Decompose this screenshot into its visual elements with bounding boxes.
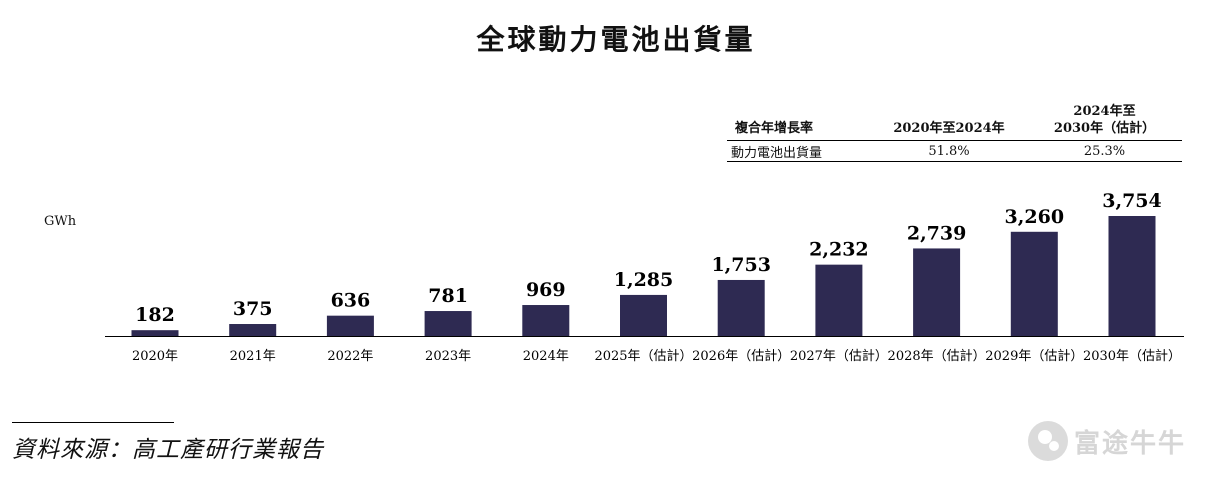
x-tick-label: 2023年 [425,349,471,364]
bar-2027年（估計） [815,264,863,336]
bar-value-label: 781 [428,285,468,307]
chart-title: 全球動力電池出貨量 [476,23,756,56]
bar-2020年 [131,330,179,336]
x-tick-label: 2028年（估計） [888,348,986,364]
watermark-text: 富途牛牛 [1074,428,1187,459]
cagr-value-2: 25.3% [1027,140,1182,162]
bar-2024年 [522,305,570,336]
cagr-header-label: 複合年增長率 [727,94,871,141]
cagr-header-period-1: 2020年至2024年 [871,94,1027,141]
x-tick-label: 2020年 [132,349,178,364]
bar-value-label: 1,285 [614,269,674,291]
bar-2025年（估計） [620,294,667,336]
x-tick-label: 2022年 [327,349,373,364]
bar-2021年 [229,324,277,336]
bar-value-label: 2,232 [809,239,869,261]
cagr-value-1: 51.8% [871,140,1027,162]
x-tick-label: 2021年 [230,349,276,364]
bar-2029年（估計） [1010,231,1058,336]
bar-2028年（估計） [913,248,961,336]
bar-2030年（估計） [1108,216,1156,336]
y-axis-unit-label: GWh [44,214,77,229]
bar-2022年 [326,315,374,336]
cagr-header-period-2: 2024年至 2030年（估計） [1027,94,1182,141]
x-tick-label: 2030年（估計） [1083,348,1181,364]
bar-value-label: 1,753 [711,254,771,276]
bar-chart: 182 2020年 375 2021年 636 2022年 781 2023年 969 2024年… [105,190,1184,364]
x-tick-label: 2025年（估計） [594,348,692,364]
x-tick-label: 2024年 [523,349,569,364]
cagr-data-row: 動力電池出貨量 51.8% 25.3% [727,140,1182,162]
bar-value-label: 3,260 [1005,206,1065,228]
bar-value-label: 636 [331,290,371,312]
futu-watermark: 富途牛牛 [1028,421,1186,461]
source-note: 資料來源：高工產研行業報告 [12,437,324,463]
bar-value-label: 2,739 [907,222,967,244]
bar-value-label: 3,754 [1102,190,1162,212]
source-divider [12,422,174,423]
bar-value-label: 969 [526,279,566,301]
bar-value-label: 182 [135,304,175,326]
bar-2026年（估計） [717,279,765,336]
cagr-row-label: 動力電池出貨量 [727,140,871,162]
futu-logo-icon [1028,421,1068,461]
x-tick-label: 2027年（估計） [790,348,888,364]
bar-value-label: 375 [233,298,273,320]
cagr-table: 複合年增長率 2020年至2024年 2024年至 2030年（估計） 動力電池… [727,94,1182,162]
x-tick-label: 2029年（估計） [985,348,1083,364]
bar-2023年 [424,311,472,336]
cagr-header-row: 複合年增長率 2020年至2024年 2024年至 2030年（估計） [727,94,1182,141]
x-tick-label: 2026年（估計） [692,348,790,364]
